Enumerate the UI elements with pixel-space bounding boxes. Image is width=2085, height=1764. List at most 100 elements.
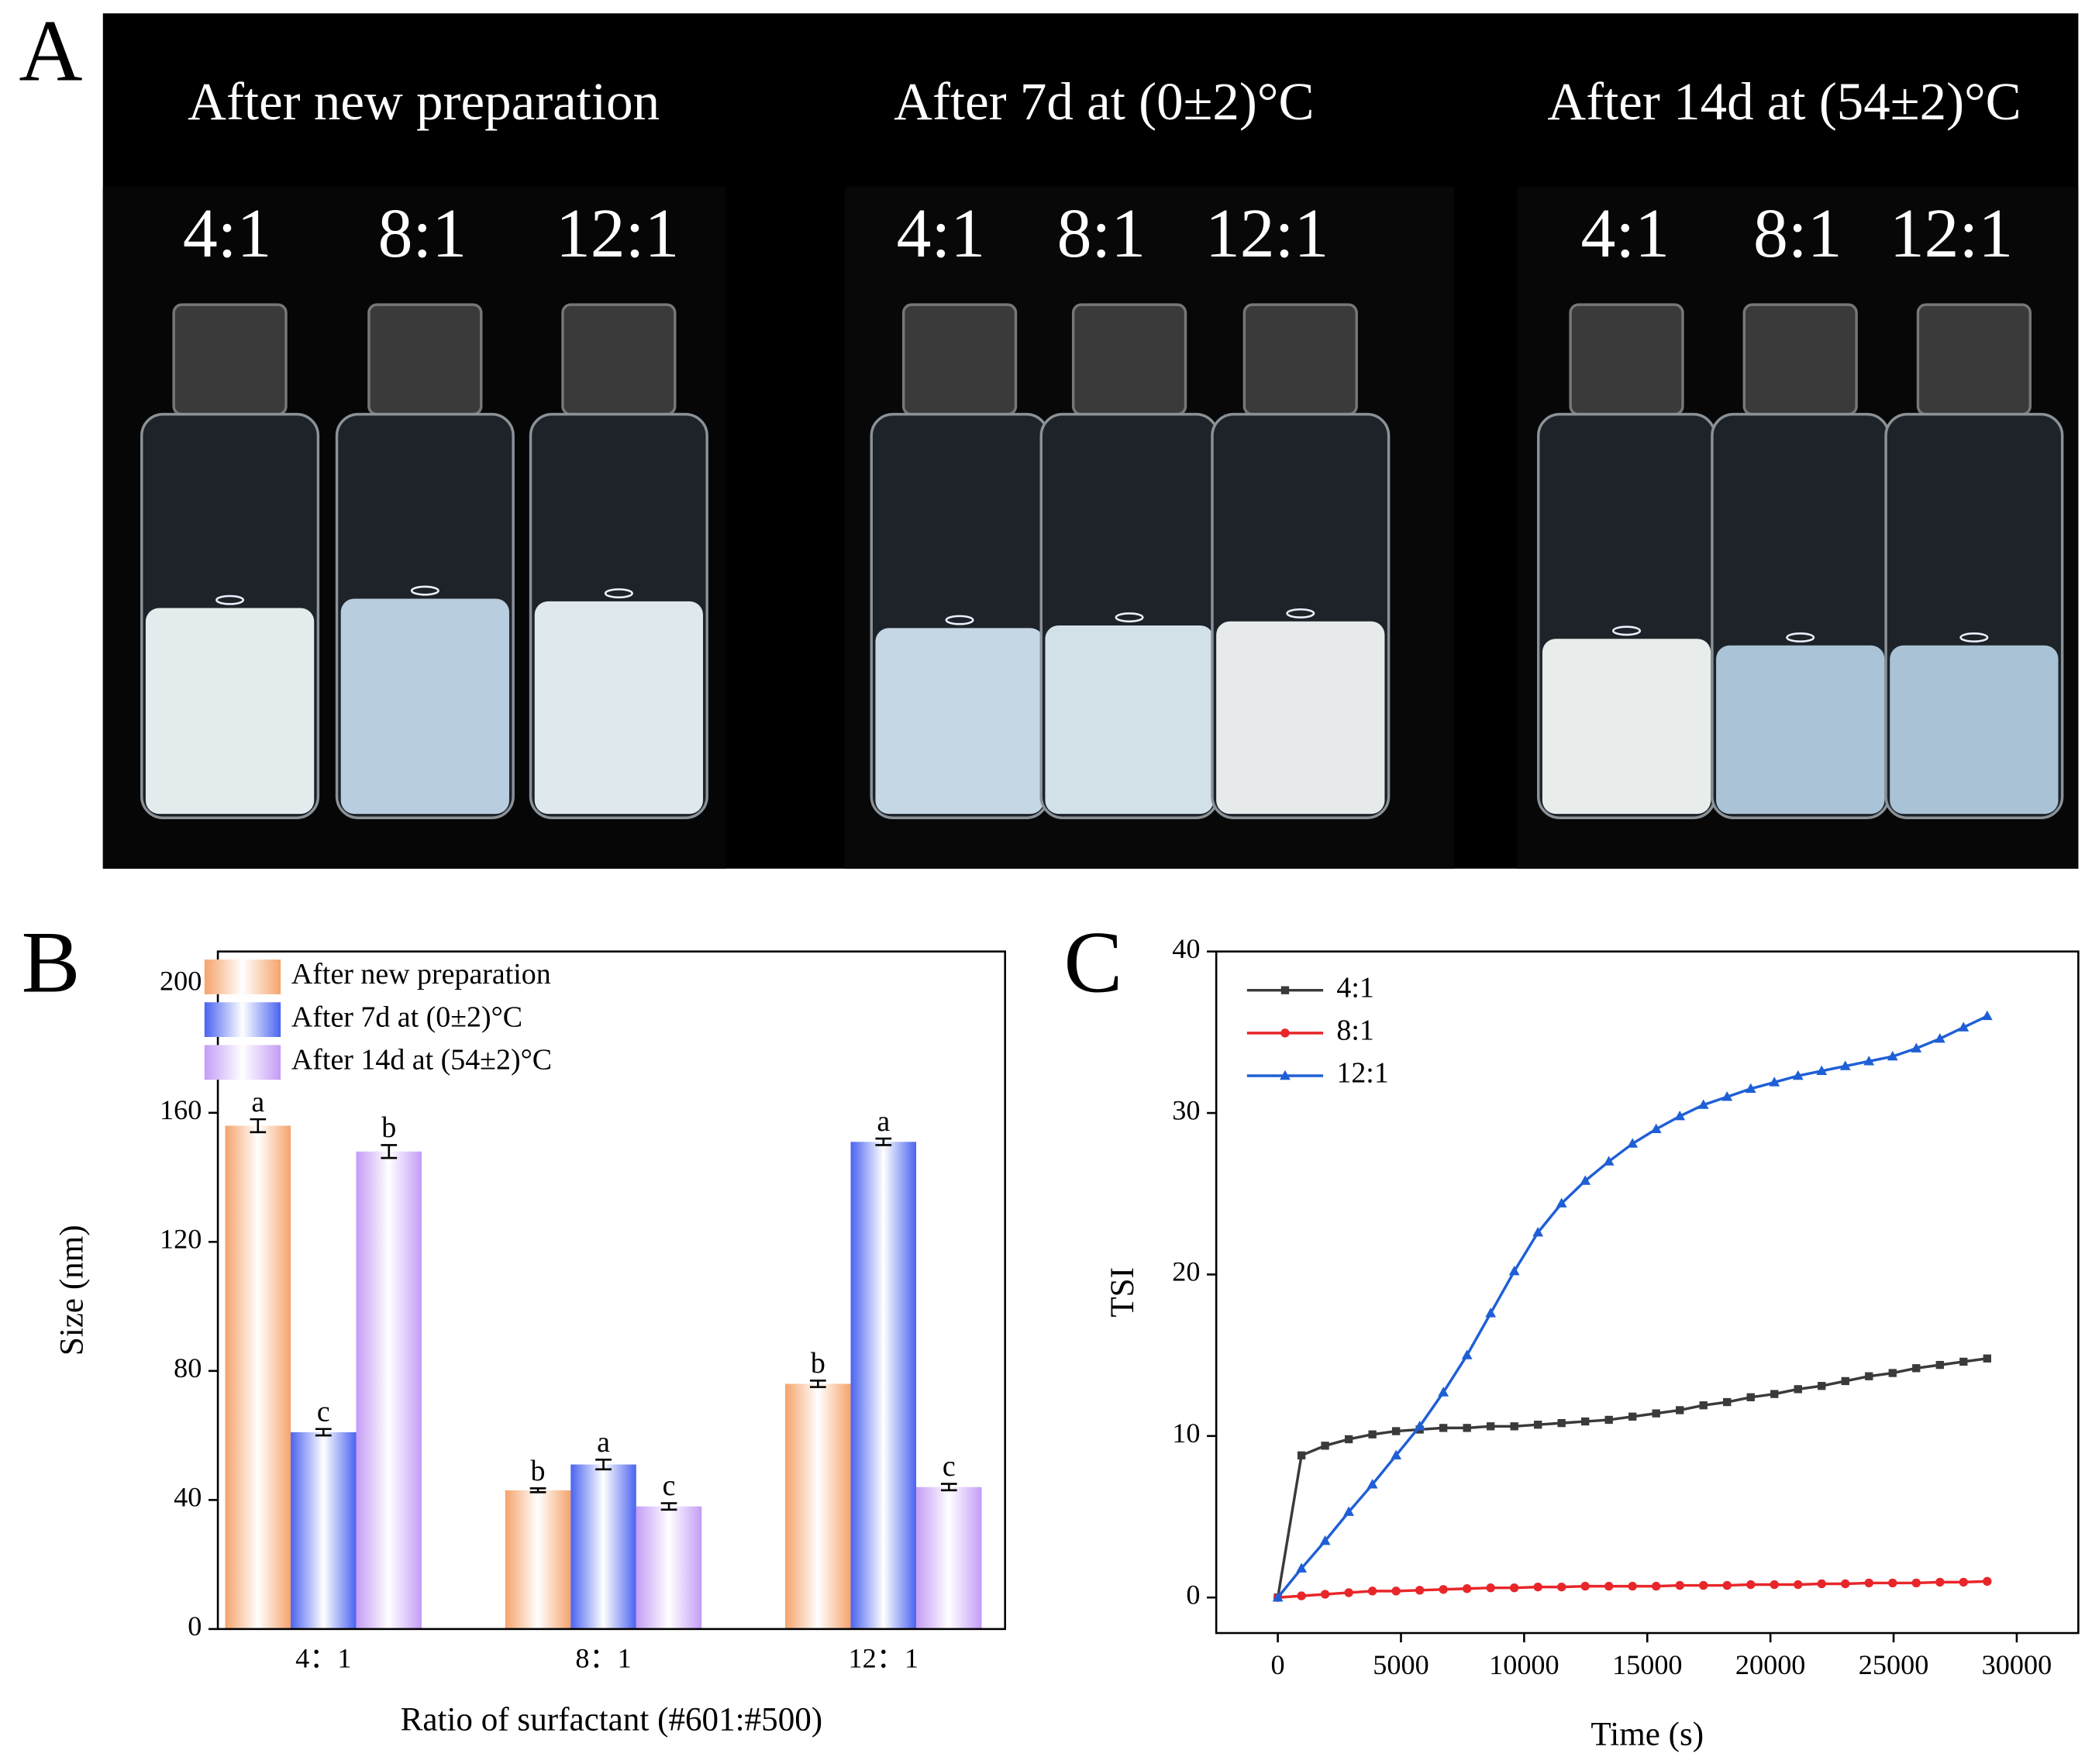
data-point — [1486, 1583, 1495, 1593]
data-point — [1841, 1376, 1849, 1386]
vial-liquid — [1542, 639, 1711, 815]
y-tick-label: 200 — [160, 966, 202, 997]
data-point — [1958, 1022, 1970, 1032]
ratio-label: 8:1 — [1753, 195, 1842, 272]
ratio-label: 8:1 — [378, 195, 467, 272]
y-axis-title: TSI — [1105, 1267, 1141, 1318]
bar — [916, 1487, 982, 1629]
data-point — [1508, 1266, 1520, 1276]
data-point — [1391, 1587, 1401, 1596]
vial-cap — [1242, 303, 1358, 416]
data-point — [1674, 1110, 1686, 1121]
x-tick-label: 20000 — [1735, 1649, 1806, 1680]
data-point — [1912, 1364, 1921, 1373]
significance-label: a — [597, 1426, 610, 1459]
data-point — [1461, 1349, 1473, 1359]
data-point — [1839, 1060, 1851, 1070]
data-point — [1603, 1156, 1615, 1166]
data-point — [1675, 1580, 1684, 1590]
ratio-label: 4:1 — [1581, 195, 1670, 272]
data-point — [1366, 1479, 1378, 1489]
data-point — [1865, 1372, 1873, 1380]
panel-label: A — [19, 2, 82, 100]
data-point — [1604, 1415, 1613, 1425]
vial-liquid — [1890, 645, 2059, 815]
data-point — [1911, 1578, 1921, 1588]
data-point — [1556, 1197, 1567, 1208]
vial-meniscus — [604, 588, 633, 599]
ratio-label: 12:1 — [556, 195, 679, 272]
data-point — [1794, 1385, 1802, 1394]
vial-cap — [561, 303, 677, 416]
data-point — [1817, 1579, 1826, 1589]
ratio-label: 4:1 — [183, 195, 272, 272]
bar — [850, 1142, 917, 1629]
vial-meniscus — [1959, 632, 1989, 643]
data-point — [1983, 1354, 1991, 1363]
data-point — [1818, 1382, 1826, 1390]
y-tick-label: 80 — [174, 1352, 202, 1383]
data-point — [1439, 1585, 1448, 1594]
y-tick-label: 30 — [1172, 1094, 1200, 1125]
vial-meniscus — [410, 585, 439, 596]
significance-label: c — [663, 1469, 676, 1502]
data-point — [1321, 1442, 1329, 1450]
x-tick-label: 4：1 — [295, 1643, 351, 1674]
data-point — [1486, 1422, 1495, 1431]
vial-liquid — [1045, 625, 1214, 815]
data-point — [1462, 1584, 1472, 1593]
data-point — [1532, 1227, 1544, 1237]
significance-label: a — [877, 1105, 890, 1138]
error-bar — [940, 1483, 957, 1492]
vial-meniscus — [215, 594, 245, 605]
vial-liquid — [1216, 621, 1385, 815]
photo-panel: After new preparation 4:1 8:1 12:1 After 7d … — [102, 13, 2079, 869]
legend-swatch — [204, 1002, 281, 1038]
data-point — [1297, 1451, 1306, 1459]
panel-label: C — [1064, 914, 1123, 1011]
vial-cap — [901, 303, 1018, 416]
significance-label: b — [381, 1111, 396, 1144]
legend-swatch — [204, 1045, 281, 1080]
data-point — [1721, 1090, 1733, 1101]
significance-label: c — [943, 1450, 956, 1483]
legend-label: After 7d at (0±2)°C — [291, 1001, 522, 1033]
error-bar — [595, 1459, 612, 1471]
bar — [505, 1490, 571, 1629]
y-tick-label: 10 — [1172, 1418, 1200, 1449]
legend-label: 4:1 — [1336, 971, 1373, 1004]
y-tick-label: 0 — [1186, 1579, 1200, 1610]
legend-label: After new preparation — [291, 958, 551, 991]
error-bar — [250, 1118, 267, 1134]
vial-cap — [172, 303, 288, 416]
data-point — [1391, 1427, 1401, 1435]
bar — [356, 1151, 422, 1629]
legend-swatch — [204, 960, 281, 994]
photo-title: After 7d at (0±2)°C — [894, 72, 1314, 131]
data-point — [1699, 1401, 1708, 1410]
data-point — [1723, 1397, 1732, 1407]
vial-cap — [367, 303, 483, 416]
data-point — [1272, 1591, 1284, 1602]
data-point — [1344, 1588, 1353, 1597]
y-tick-label: 40 — [1172, 933, 1200, 964]
data-point — [1344, 1435, 1353, 1444]
data-point — [1485, 1307, 1497, 1318]
photo-title: After new preparation — [188, 72, 660, 131]
data-point — [1652, 1581, 1661, 1591]
vial-meniscus — [1786, 632, 1815, 643]
ratio-label: 8:1 — [1057, 195, 1146, 272]
legend-label: 8:1 — [1336, 1015, 1373, 1047]
x-tick-label: 15000 — [1612, 1649, 1683, 1680]
y-axis-title: Size (nm) — [53, 1225, 90, 1356]
legend-marker — [1280, 986, 1290, 994]
data-point — [1959, 1577, 1968, 1587]
data-point — [1367, 1587, 1377, 1596]
error-bar — [875, 1137, 892, 1146]
bar — [570, 1464, 636, 1629]
data-point — [1864, 1578, 1873, 1588]
x-tick-label: 12：1 — [849, 1643, 919, 1674]
data-point — [1769, 1077, 1780, 1087]
plot-frame — [216, 950, 1007, 1631]
